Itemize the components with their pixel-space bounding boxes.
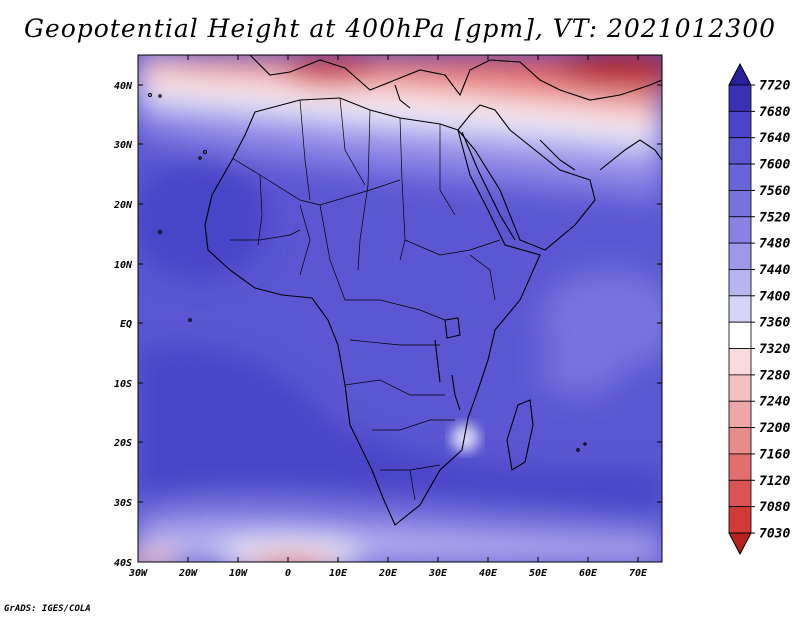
colorbar-label: 7440	[759, 263, 790, 278]
lon-label: 70E	[629, 568, 648, 579]
lon-label: 10W	[229, 568, 248, 579]
colorbar-label: 7120	[759, 474, 790, 489]
height-field	[138, 55, 662, 562]
colorbar-label: 7160	[759, 447, 790, 462]
colorbar-segment	[728, 348, 752, 376]
colorbar-label: 7400	[759, 289, 790, 304]
colorbar-segment	[728, 110, 752, 139]
colorbar-label: 7480	[759, 237, 790, 252]
colorbar-segment	[728, 453, 752, 481]
colorbar-segment	[728, 506, 752, 534]
colorbar-top-arrow	[728, 62, 752, 86]
lat-axis: 40N 30N 20N 10N EQ 10S 20S 30S 40S	[113, 81, 662, 569]
lat-label: 40N	[114, 81, 133, 92]
colorbar-segment	[728, 163, 752, 191]
lat-label: 20S	[113, 438, 132, 449]
colorbar-label: 7600	[759, 158, 790, 173]
colorbar-segment	[728, 242, 752, 270]
lat-label: 10N	[114, 260, 133, 271]
colorbar-segment	[728, 479, 752, 508]
colorbar-segment	[728, 216, 752, 244]
colorbar-label: 7560	[759, 184, 790, 199]
colorbar-label: 7640	[759, 131, 790, 146]
colorbar-label: 7680	[759, 105, 790, 120]
colorbar-label: 7200	[759, 421, 790, 436]
lon-label: 30W	[128, 568, 148, 579]
lon-label: 30E	[428, 568, 448, 579]
lat-label: EQ	[120, 319, 132, 330]
grads-credit: GrADS: IGES/COLA	[4, 604, 91, 614]
colorbar-bottom-arrow	[728, 532, 752, 556]
colorbar-segment	[728, 190, 752, 218]
lat-label: 20N	[113, 200, 133, 211]
colorbar-label: 7240	[759, 395, 790, 410]
lon-label: 60E	[579, 568, 598, 579]
colorbar-segment	[728, 295, 752, 323]
country-borders	[230, 97, 501, 501]
colorbar-label: 7520	[759, 210, 790, 225]
colorbar-segment	[728, 374, 752, 402]
lon-label: 50E	[529, 568, 548, 579]
lon-label: 0	[285, 568, 291, 579]
colorbar-segment	[728, 84, 752, 112]
colorbar-label: 7320	[759, 342, 790, 357]
colorbar-segment	[728, 400, 752, 428]
lat-label: 40S	[114, 558, 132, 569]
colorbar-label: 7280	[759, 368, 790, 383]
lat-label: 10S	[114, 379, 132, 390]
lon-label: 10E	[329, 568, 348, 579]
colorbar-label: 7030	[759, 527, 790, 542]
coastlines	[147, 55, 662, 526]
colorbar-segment	[728, 269, 752, 297]
colorbar-segment	[728, 427, 752, 455]
colorbar-segment	[728, 137, 752, 165]
lat-label: 30N	[113, 140, 133, 151]
lon-label: 20W	[178, 568, 198, 579]
colorbar-label: 7720	[759, 79, 790, 94]
map-title: Geopotential Height at 400hPa [gpm], VT:…	[23, 14, 777, 43]
colorbar-label: 7360	[759, 316, 790, 331]
colorbar-label: 7080	[759, 500, 790, 515]
lon-axis: 30W 20W 10W 0 10E 20E 30E 40E 50E 60E 70…	[128, 55, 648, 579]
lon-label: 40E	[479, 568, 498, 579]
lat-label: 30S	[113, 498, 132, 509]
lon-label: 20E	[378, 568, 398, 579]
map-frame	[137, 54, 663, 563]
colorbar-segment	[728, 321, 752, 349]
colorbar: 7720 7680 7640 7600 7560 7520 7480 7440 7400 7360…	[728, 62, 790, 556]
